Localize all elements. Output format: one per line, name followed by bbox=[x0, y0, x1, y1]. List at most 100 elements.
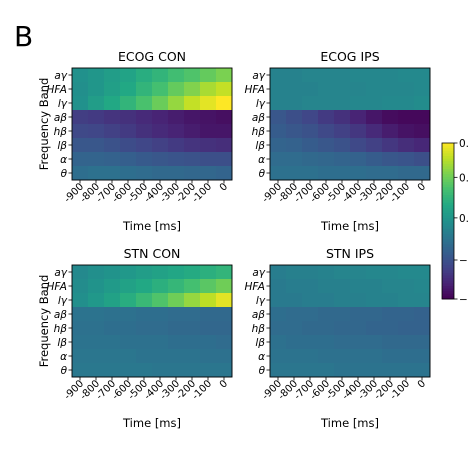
heatmap-cell bbox=[168, 152, 185, 167]
heatmap-cell bbox=[302, 265, 319, 280]
colorbar-tick-label: 0. bbox=[459, 213, 469, 225]
heatmap-cell bbox=[414, 110, 431, 125]
y-tick-label: HFA bbox=[244, 84, 265, 96]
panel-title: ECOG IPS bbox=[320, 49, 379, 64]
heatmap-cell bbox=[136, 124, 153, 139]
y-tick-label: aβ bbox=[54, 112, 67, 124]
heatmap-cell bbox=[200, 349, 217, 364]
heatmap-cell bbox=[350, 166, 367, 181]
heatmap-cell bbox=[382, 110, 399, 125]
y-tick-label: HFA bbox=[46, 281, 67, 293]
heatmap-cell bbox=[382, 307, 399, 322]
heatmap-cell bbox=[168, 96, 185, 111]
y-axis-label: Frequency Band bbox=[37, 275, 51, 368]
heatmap-cell bbox=[286, 166, 303, 181]
heatmap-cell bbox=[366, 96, 383, 111]
heatmap-cell bbox=[104, 124, 121, 139]
colorbar-segment bbox=[442, 280, 454, 284]
colorbar-segment bbox=[442, 249, 454, 253]
heatmap-cell bbox=[366, 335, 383, 350]
heatmap-cell bbox=[88, 279, 105, 294]
colorbar-segment bbox=[442, 286, 454, 289]
heatmap-cell bbox=[136, 321, 153, 336]
colorbar-segment bbox=[442, 267, 454, 271]
colorbar-segment bbox=[442, 273, 454, 276]
heatmap-cell bbox=[414, 307, 431, 322]
heatmap-cell bbox=[414, 321, 431, 336]
heatmap-cell bbox=[88, 96, 105, 111]
heatmap-cell bbox=[104, 82, 121, 97]
heatmap-cell bbox=[120, 293, 137, 308]
heatmap-cell bbox=[152, 307, 169, 322]
heatmap-cell bbox=[302, 307, 319, 322]
heatmap-cell bbox=[398, 307, 415, 322]
heatmap-cell bbox=[104, 293, 121, 308]
heatmap-cell bbox=[286, 321, 303, 336]
heatmap-cell bbox=[168, 307, 185, 322]
colorbar-segment bbox=[442, 197, 454, 201]
heatmap-cell bbox=[136, 363, 153, 378]
heatmap-cell bbox=[184, 96, 201, 111]
heatmap-cell bbox=[302, 363, 319, 378]
heatmap-cell bbox=[366, 152, 383, 167]
heatmap-cell bbox=[334, 363, 351, 378]
heatmap-cell bbox=[366, 166, 383, 181]
heatmap-cell bbox=[318, 363, 335, 378]
heatmap-cell bbox=[366, 293, 383, 308]
heatmap-cell bbox=[334, 293, 351, 308]
heatmap-cell bbox=[152, 152, 169, 167]
heatmap-cell bbox=[414, 68, 431, 83]
heatmap-cell bbox=[88, 265, 105, 280]
heatmap-cell bbox=[334, 110, 351, 125]
colorbar-segment bbox=[442, 202, 454, 206]
heatmap-cell bbox=[184, 279, 201, 294]
heatmap-cell bbox=[200, 265, 217, 280]
heatmap-cell bbox=[120, 124, 137, 139]
y-tick-label: α bbox=[258, 154, 265, 166]
heatmap-cell bbox=[270, 335, 287, 350]
colorbar-tick-label: − bbox=[459, 294, 468, 306]
heatmap-cell bbox=[398, 82, 415, 97]
heatmap-cell bbox=[286, 363, 303, 378]
colorbar-segment bbox=[442, 163, 454, 167]
heatmap-cell bbox=[72, 279, 89, 294]
heatmap-cell bbox=[200, 82, 217, 97]
heatmap-cell bbox=[136, 349, 153, 364]
x-tick-label: 0 bbox=[218, 181, 230, 193]
heatmap-cell bbox=[120, 321, 137, 336]
heatmap-cell bbox=[168, 124, 185, 139]
colorbar-segment bbox=[442, 148, 454, 152]
colorbar-segment bbox=[442, 179, 454, 183]
heatmap-cell bbox=[302, 293, 319, 308]
heatmap-panel: STN IPSaγHFAlγaβhβlβαθ-900-800-700-600-5… bbox=[244, 246, 431, 430]
heatmap-cell bbox=[72, 138, 89, 153]
heatmap-panel: STN CONaγHFAlγaβhβlβαθ-900-800-700-600-5… bbox=[37, 246, 233, 430]
heatmap-cell bbox=[136, 96, 153, 111]
heatmap-cell bbox=[334, 124, 351, 139]
heatmap-cell bbox=[382, 138, 399, 153]
heatmap-cell bbox=[302, 152, 319, 167]
heatmap-cell bbox=[302, 321, 319, 336]
heatmap-cell bbox=[270, 96, 287, 111]
heatmap-cell bbox=[120, 110, 137, 125]
colorbar-segment bbox=[442, 288, 454, 292]
colorbar-segment bbox=[442, 278, 454, 282]
heatmap-cell bbox=[286, 307, 303, 322]
heatmap-cell bbox=[104, 335, 121, 350]
heatmap-cell bbox=[318, 265, 335, 280]
heatmap-cell bbox=[120, 138, 137, 153]
heatmap-cell bbox=[382, 363, 399, 378]
heatmap-cell bbox=[302, 166, 319, 181]
colorbar-segment bbox=[442, 174, 454, 178]
heatmap-cell bbox=[286, 349, 303, 364]
heatmap-cell bbox=[120, 363, 137, 378]
heatmap-cell bbox=[104, 363, 121, 378]
x-tick-label: 0 bbox=[218, 378, 230, 390]
y-tick-label: lβ bbox=[57, 140, 67, 152]
heatmap-cell bbox=[398, 166, 415, 181]
plot-frame bbox=[269, 264, 431, 378]
y-tick-label: hβ bbox=[54, 126, 68, 138]
heatmap-cell bbox=[366, 321, 383, 336]
colorbar-segment bbox=[442, 158, 454, 162]
heatmap-cell bbox=[398, 138, 415, 153]
